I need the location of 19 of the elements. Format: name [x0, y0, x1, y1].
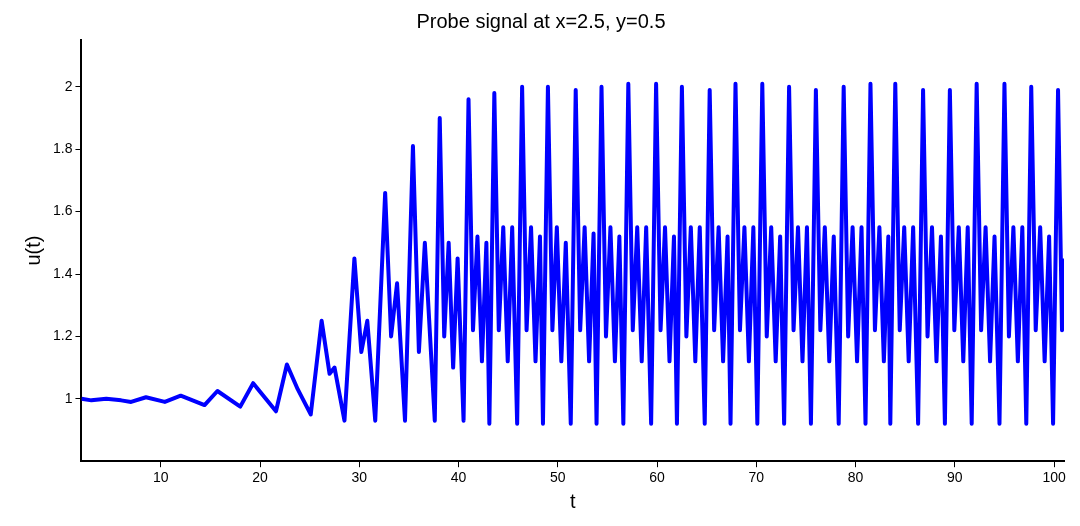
x-tick-label: 60: [649, 469, 666, 486]
x-tick-label: 30: [351, 469, 368, 486]
y-tick-label: 2: [64, 77, 73, 94]
y-tick-label: 1.8: [52, 140, 73, 157]
x-tick-label: 80: [847, 469, 864, 486]
x-tick-label: 40: [450, 469, 467, 486]
x-tick-label: 20: [252, 469, 269, 486]
x-tick-label: 100: [1042, 469, 1066, 486]
y-axis-title: u(t): [21, 235, 44, 266]
y-tick-label: 1: [64, 389, 73, 406]
x-axis-title: t: [569, 489, 576, 512]
x-tick-label: 50: [550, 469, 566, 486]
chart-title: Probe signal at x=2.5, y=0.5: [416, 9, 666, 32]
x-tick-label: 10: [153, 469, 169, 486]
y-tick-label: 1.4: [52, 264, 73, 281]
y-tick-label: 1.6: [52, 202, 73, 219]
x-tick-label: 90: [947, 469, 963, 486]
y-tick-label: 1.2: [52, 327, 73, 344]
x-tick-label: 70: [748, 469, 765, 486]
